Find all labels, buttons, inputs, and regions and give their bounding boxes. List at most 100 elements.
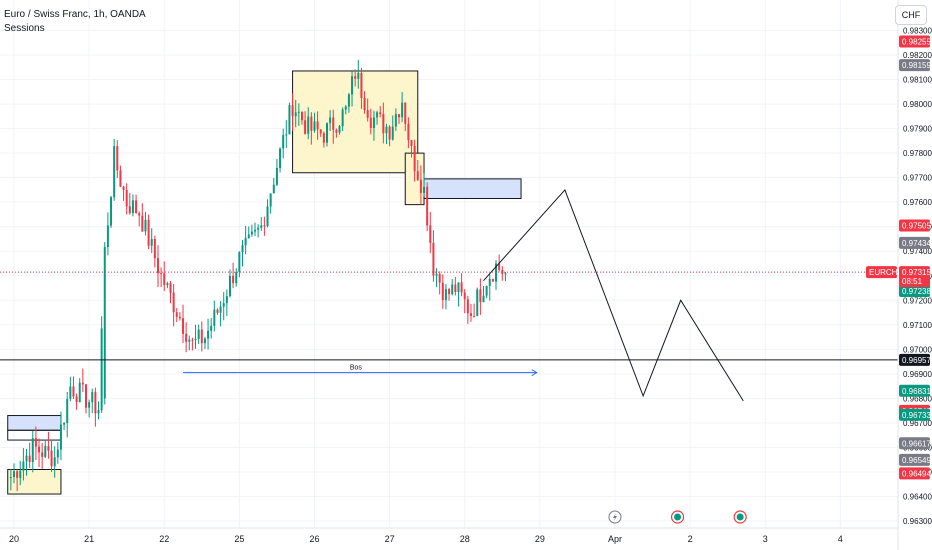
candle-body: [391, 126, 394, 140]
candle: [407, 117, 410, 149]
candle: [185, 322, 188, 353]
indicator-label[interactable]: Sessions: [4, 23, 45, 34]
x-tick-label: 25: [234, 534, 244, 544]
candle: [363, 91, 366, 114]
candle-body: [347, 94, 350, 107]
candle: [269, 193, 272, 214]
candle: [122, 185, 125, 201]
candle: [207, 318, 210, 350]
candle: [401, 92, 404, 122]
candle: [163, 261, 166, 292]
candle-body: [413, 145, 416, 172]
candle: [182, 304, 185, 343]
candle: [394, 108, 397, 131]
candle-body: [473, 315, 476, 317]
price-tag-text: 0.96549: [902, 456, 931, 465]
candle: [238, 251, 241, 278]
candle: [391, 115, 394, 141]
candle: [103, 241, 106, 405]
candle: [454, 276, 457, 296]
candle: [138, 211, 141, 227]
candle: [81, 368, 84, 392]
candle: [75, 393, 78, 410]
currency-selector-button[interactable]: CHF: [895, 5, 927, 25]
candle-body: [454, 284, 457, 292]
candle: [153, 235, 156, 268]
candle: [435, 268, 438, 288]
candle-body: [138, 213, 141, 216]
candle-body: [22, 461, 25, 471]
candle: [304, 111, 307, 135]
candle: [379, 106, 382, 118]
x-tick-label: Apr: [608, 534, 622, 544]
candle: [175, 308, 178, 323]
y-tick-label: 0.98000: [903, 100, 932, 109]
candle: [294, 99, 297, 128]
candle-body: [59, 424, 62, 450]
candle-body: [326, 123, 328, 143]
candle: [150, 228, 153, 253]
candle-body: [469, 313, 472, 316]
candle-body: [504, 273, 507, 275]
candle: [491, 278, 494, 282]
candle: [451, 279, 454, 296]
candle-body: [282, 135, 285, 149]
candle: [191, 337, 194, 351]
candle-body: [56, 449, 59, 458]
candle: [53, 446, 56, 478]
x-tick-label: 22: [159, 534, 169, 544]
candle: [194, 324, 197, 349]
candle-body: [28, 455, 31, 462]
candle-body: [351, 76, 354, 95]
y-tick-label: 0.97900: [903, 125, 932, 134]
candle-body: [382, 114, 385, 134]
candle-body: [31, 438, 34, 462]
candle-body: [9, 477, 12, 479]
candle-body: [404, 102, 407, 124]
candle-body: [285, 134, 288, 136]
candle-body: [156, 258, 159, 274]
price-tag-text: 0.98255: [902, 38, 931, 47]
candle-body: [310, 116, 313, 131]
price-tag-text: 0.96617: [902, 439, 931, 448]
candle-body: [332, 117, 335, 130]
candle-body: [144, 219, 147, 232]
price-tag-text: 0.97238: [902, 287, 931, 296]
candle: [66, 391, 69, 438]
chart-title[interactable]: Euro / Swiss Franc, 1h, OANDA: [4, 9, 146, 20]
candle-body: [19, 470, 22, 478]
candle-body: [388, 126, 391, 140]
candle: [410, 139, 413, 158]
candle: [200, 321, 203, 352]
candle-body: [341, 109, 344, 127]
candle-body: [448, 289, 451, 295]
candle-body: [269, 193, 272, 207]
candle-body: [66, 398, 69, 423]
lightning-icon: [608, 510, 622, 524]
candle-body: [397, 114, 400, 118]
candle: [219, 301, 222, 327]
candle-body: [163, 273, 166, 286]
price-tag-text: 0.98159: [902, 61, 931, 70]
candle-body: [200, 329, 203, 344]
candle: [56, 442, 59, 464]
x-tick-label: 26: [309, 534, 319, 544]
candle-body: [235, 271, 238, 284]
candle: [25, 448, 28, 476]
candle-body: [307, 116, 310, 134]
candle: [469, 304, 472, 322]
candle-body: [254, 229, 257, 232]
candle-body: [457, 282, 460, 292]
candle-body: [216, 309, 219, 313]
candle: [369, 108, 372, 135]
candle: [482, 286, 485, 303]
candle-body: [197, 329, 200, 339]
candle: [488, 274, 491, 301]
candle-body: [169, 283, 172, 293]
candle-body: [188, 339, 191, 342]
y-tick-label: 0.98200: [903, 51, 932, 60]
price-tag: 0.96831: [899, 384, 931, 397]
